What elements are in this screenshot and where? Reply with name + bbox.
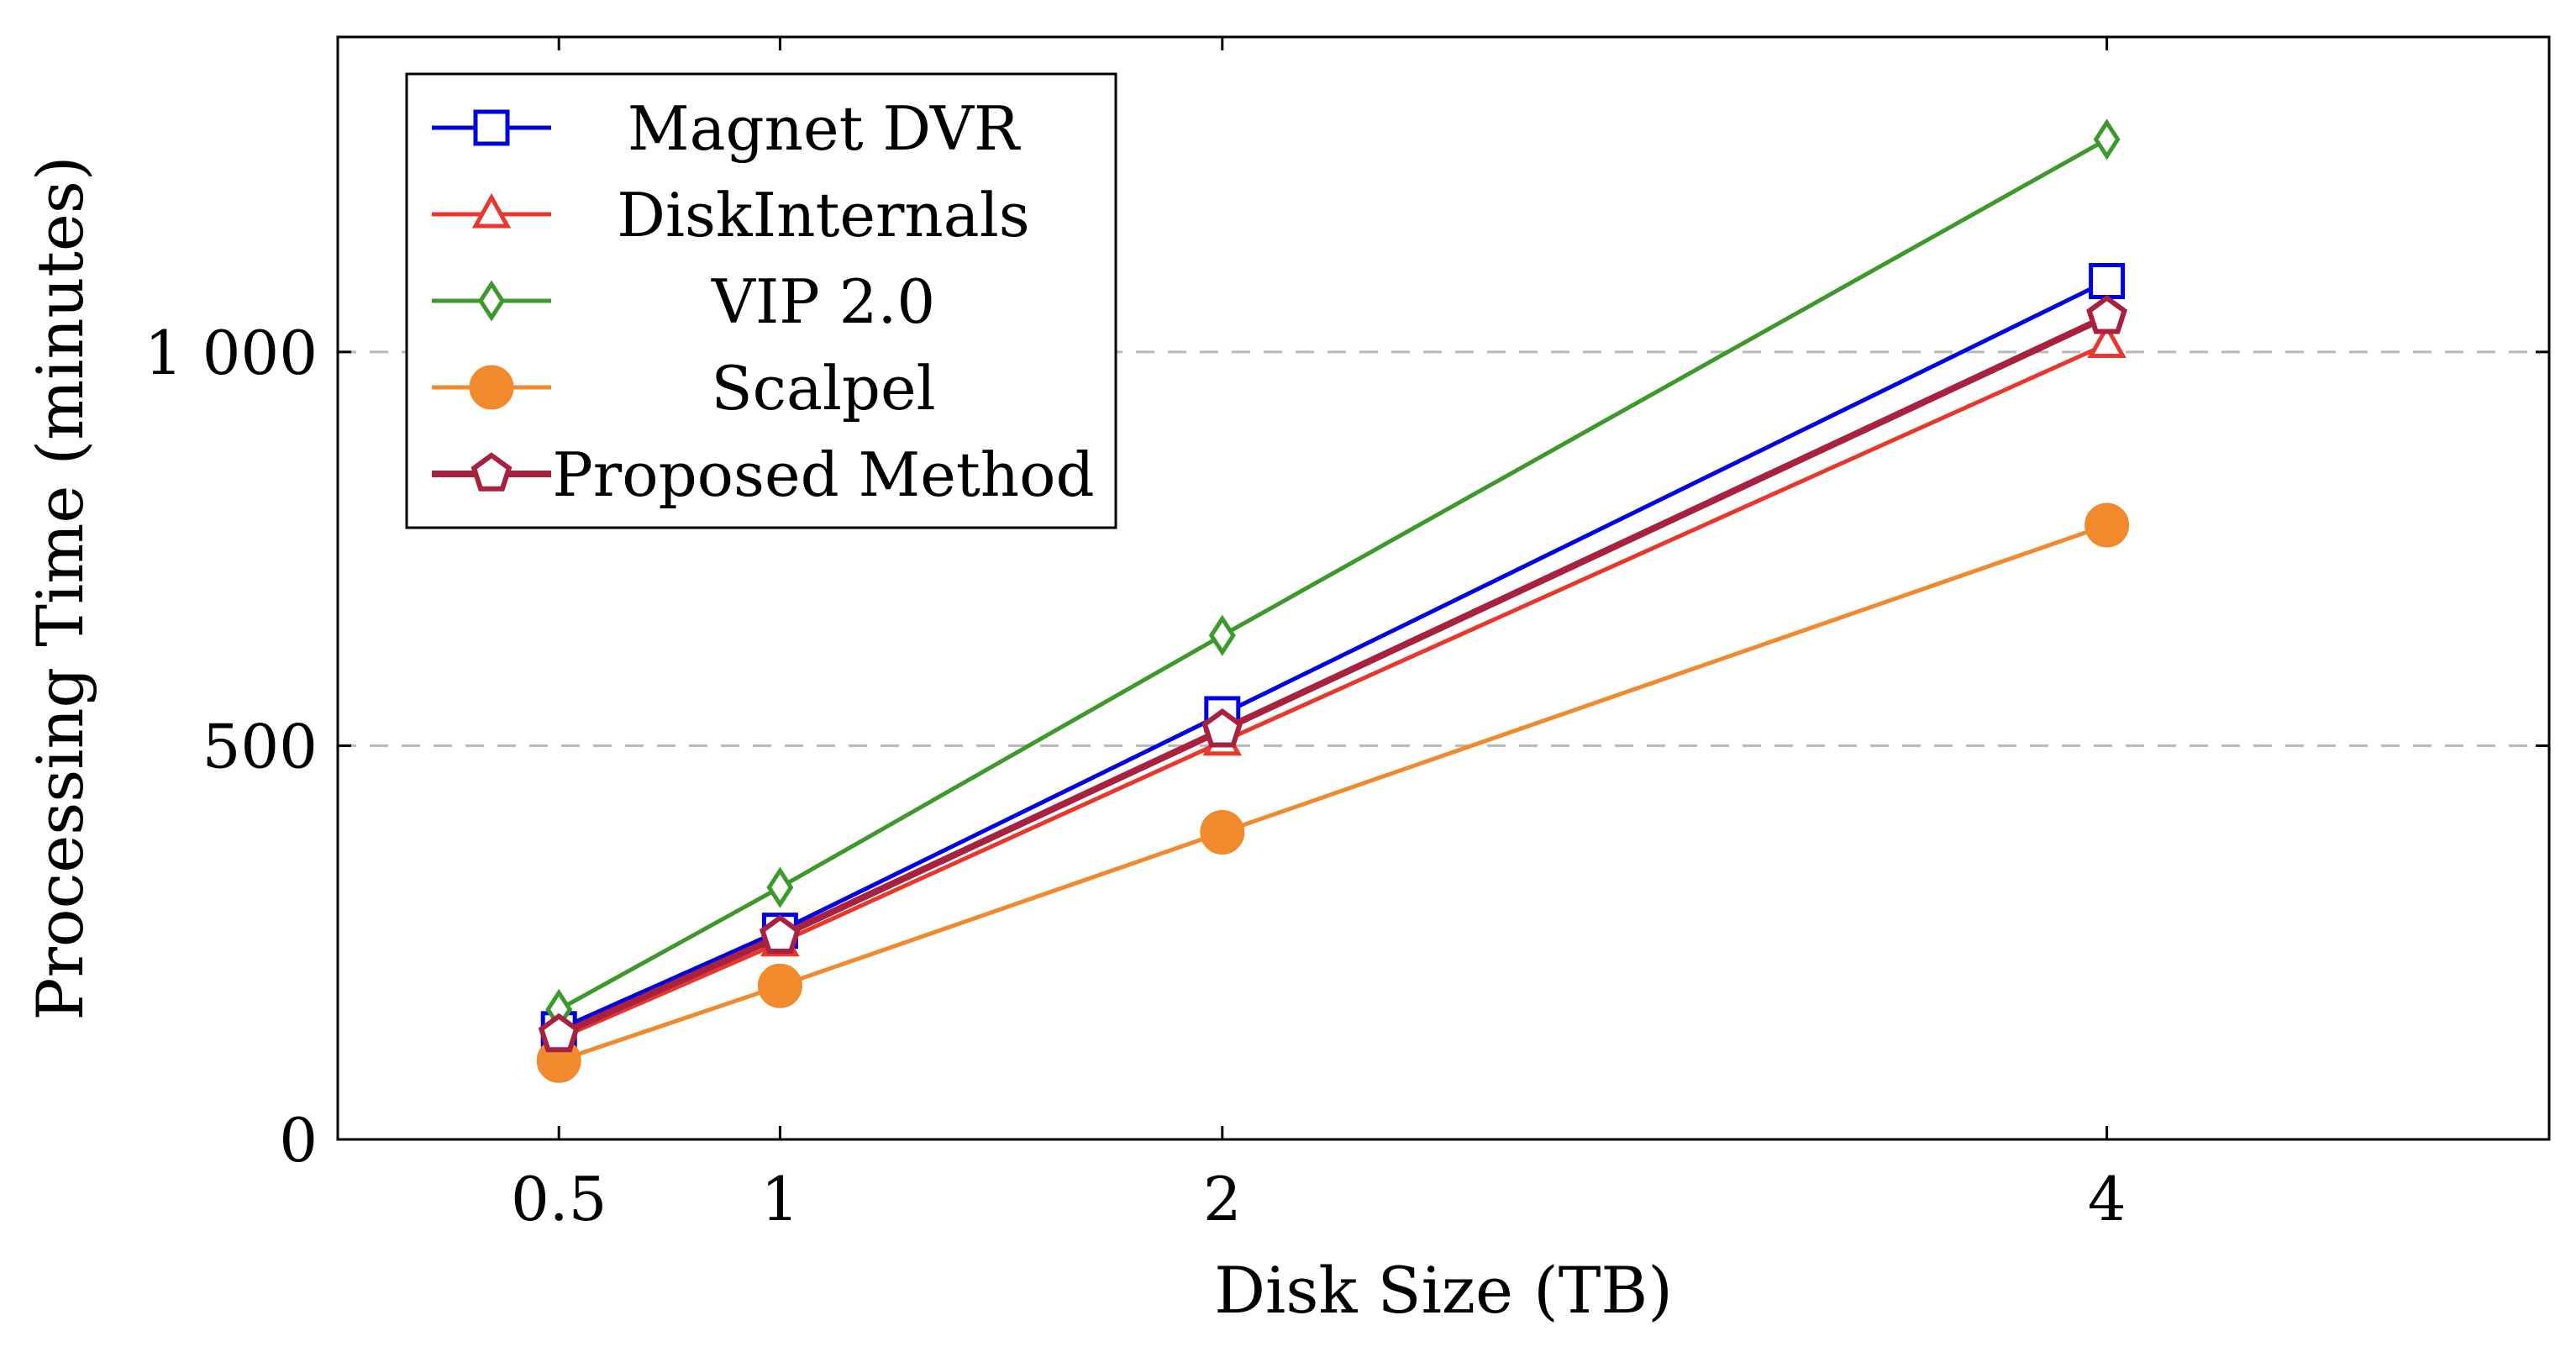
series-line xyxy=(558,523,2108,1063)
data-point xyxy=(757,963,802,1008)
series-line xyxy=(557,137,2108,1012)
x-tick-label: 1 xyxy=(760,1164,799,1234)
data-point xyxy=(2089,263,2126,300)
legend-marker xyxy=(473,109,510,146)
y-tick-label: 1 000 xyxy=(145,318,318,388)
legend-label: Proposed Method xyxy=(552,439,1094,510)
data-point xyxy=(759,914,801,954)
legend-marker xyxy=(471,452,513,492)
data-point xyxy=(2086,294,2128,334)
series-scalpel xyxy=(536,502,2130,1083)
data-point xyxy=(2084,502,2130,548)
x-tick-label: 2 xyxy=(1203,1164,1242,1234)
legend-entry: VIP 2.0 xyxy=(432,266,935,337)
legend-entry: Magnet DVR xyxy=(432,93,1021,164)
plot-frame xyxy=(336,35,2551,1141)
legend-label: Magnet DVR xyxy=(628,93,1021,164)
legend: Magnet DVR DiskInternals VIP 2.0 Scalpel Pro… xyxy=(405,72,1117,529)
data-point xyxy=(1201,708,1243,748)
legend-marker xyxy=(478,280,505,322)
legend-label: VIP 2.0 xyxy=(711,266,935,337)
data-point xyxy=(538,1013,580,1053)
series-line xyxy=(557,313,2109,1039)
y-tick-label: 500 xyxy=(202,711,318,781)
series-proposed-method xyxy=(538,294,2128,1053)
legend-label: Scalpel xyxy=(711,353,935,423)
legend-entry: Scalpel xyxy=(432,353,936,423)
y-axis-label: Processing Time (minutes) xyxy=(23,155,97,1020)
legend-marker xyxy=(471,192,512,229)
data-point xyxy=(2087,323,2127,358)
tick-layer: 0 500 1 000 0.5 1 2 4 xyxy=(145,37,2549,1234)
series-line xyxy=(558,279,2108,1032)
legend-label: DiskInternals xyxy=(617,180,1029,250)
data-point xyxy=(2093,118,2121,160)
data-point xyxy=(1208,614,1236,656)
series-line xyxy=(558,342,2108,1041)
series-layer xyxy=(536,118,2130,1083)
y-tick-label: 0 xyxy=(279,1105,318,1176)
data-point xyxy=(1200,810,1245,855)
x-tick-label: 4 xyxy=(2088,1164,2127,1234)
legend-entry: DiskInternals xyxy=(432,180,1030,250)
x-axis-label: Disk Size (TB) xyxy=(1214,1253,1673,1328)
x-tick-label: 0.5 xyxy=(511,1164,607,1234)
data-point xyxy=(766,866,794,908)
legend-marker xyxy=(469,365,514,410)
legend-entry: Proposed Method xyxy=(432,439,1095,510)
